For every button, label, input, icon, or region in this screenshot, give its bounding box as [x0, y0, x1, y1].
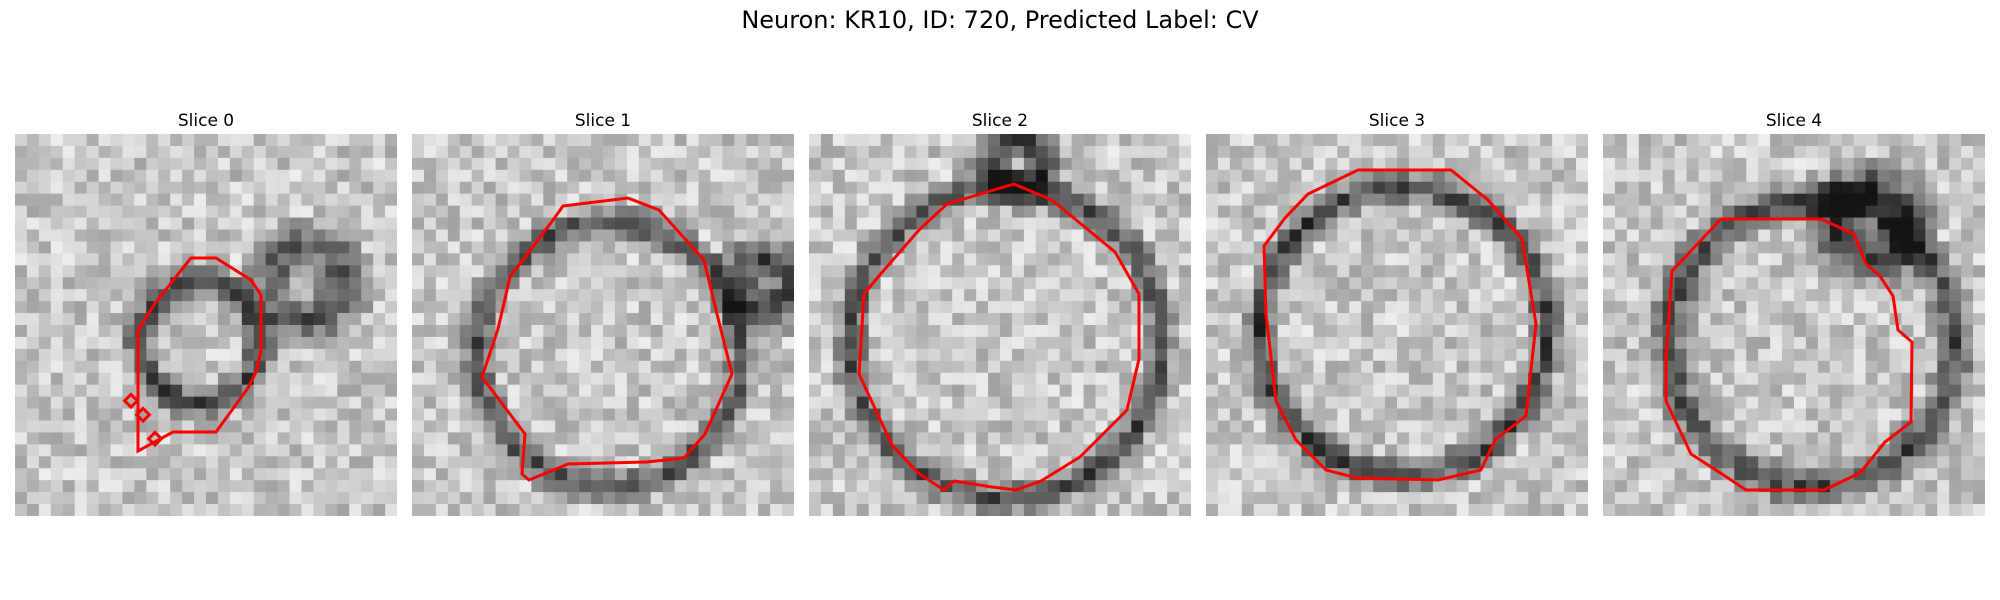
slice-panel-4: Slice 4: [1603, 108, 1985, 516]
segmentation-contour: [857, 182, 1141, 492]
contour-fragment: [146, 430, 164, 448]
segmentation-contour: [480, 196, 734, 482]
segmentation-contour: [1664, 217, 1914, 492]
figure-title: Neuron: KR10, ID: 720, Predicted Label: …: [741, 6, 1259, 34]
slice-image: [809, 134, 1191, 516]
slice-image: [1603, 134, 1985, 516]
micrograph-texture: [412, 134, 794, 516]
micrograph-texture: [15, 134, 397, 516]
slice-image: [1206, 134, 1588, 516]
slice-title: Slice 1: [574, 111, 632, 131]
slice-title: Slice 0: [177, 111, 235, 131]
slice-title: Slice 4: [1765, 111, 1823, 131]
contour-fragment: [134, 406, 152, 424]
contour-fragment: [122, 392, 140, 410]
slice-panel-0: Slice 0: [15, 108, 397, 516]
micrograph-texture: [1603, 134, 1985, 516]
slice-image: [412, 134, 794, 516]
slice-title: Slice 2: [971, 111, 1029, 131]
segmentation-contour: [1262, 168, 1538, 482]
slice-image: [15, 134, 397, 516]
slice-panel-2: Slice 2: [809, 108, 1191, 516]
micrograph-texture: [1206, 134, 1588, 516]
micrograph-texture: [809, 134, 1191, 516]
slice-panel-1: Slice 1: [412, 108, 794, 516]
segmentation-contour: [136, 256, 263, 454]
slice-panel-3: Slice 3: [1206, 108, 1588, 516]
slice-title: Slice 3: [1368, 111, 1426, 131]
